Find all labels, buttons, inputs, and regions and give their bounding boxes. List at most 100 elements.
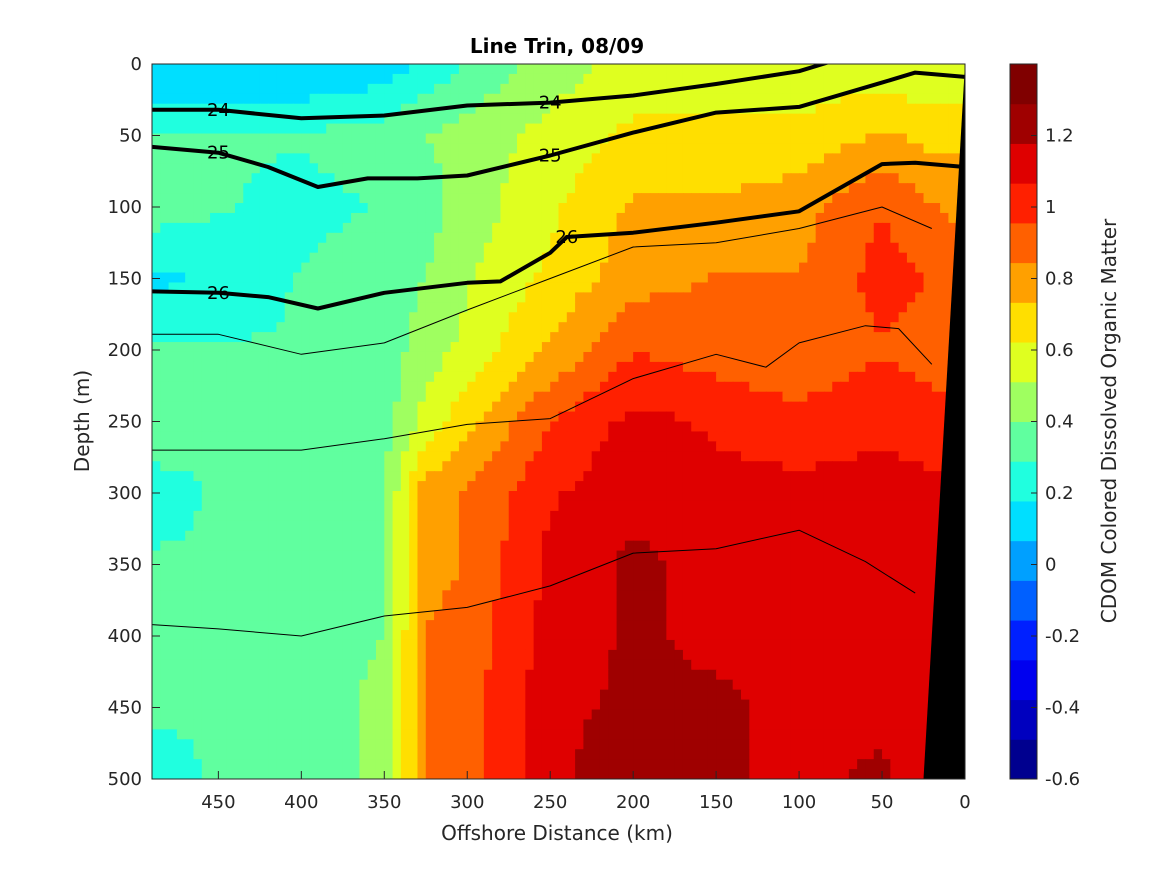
heatmap-cell (608, 64, 618, 75)
heatmap-cell (442, 371, 452, 383)
heatmap-cell (674, 530, 684, 542)
heatmap-cell (392, 491, 402, 502)
heatmap-cell (815, 530, 825, 542)
heatmap-cell (152, 441, 161, 452)
heatmap-cell (276, 123, 286, 135)
heatmap-cell (276, 401, 286, 413)
heatmap-cell (259, 471, 269, 482)
heatmap-cell (591, 491, 601, 502)
heatmap-cell (276, 381, 286, 393)
heatmap-cell (591, 401, 601, 413)
heatmap-cell (243, 520, 253, 532)
heatmap-cell (375, 212, 385, 224)
heatmap-cell (384, 113, 394, 125)
heatmap-cell (575, 322, 584, 333)
heatmap-cell (384, 421, 394, 433)
heatmap-cell (906, 421, 916, 433)
heatmap-cell (483, 510, 493, 522)
heatmap-cell (259, 173, 269, 184)
heatmap-cell (417, 153, 427, 164)
heatmap-cell (276, 431, 286, 442)
heatmap-cell (375, 183, 385, 194)
heatmap-cell (467, 500, 477, 512)
heatmap-cell (674, 73, 684, 85)
heatmap-cell (716, 491, 726, 502)
heatmap-cell (774, 212, 784, 224)
heatmap-cell (342, 381, 352, 393)
heatmap-cell (583, 123, 593, 135)
heatmap-cell (226, 381, 236, 393)
heatmap-cell (782, 262, 792, 274)
heatmap-cell (848, 500, 858, 512)
heatmap-cell (566, 292, 576, 303)
heatmap-cell (774, 342, 784, 353)
heatmap-cell (533, 441, 543, 452)
heatmap-cell (882, 173, 891, 184)
heatmap-cell (591, 381, 601, 393)
heatmap-cell (765, 451, 775, 462)
heatmap-cell (658, 232, 667, 244)
heatmap-cell (193, 242, 203, 254)
heatmap-cell (417, 491, 427, 502)
heatmap-cell (558, 222, 568, 234)
heatmap-cell (641, 371, 651, 383)
heatmap-cell (550, 491, 560, 502)
heatmap-cell (168, 550, 178, 562)
heatmap-cell (458, 143, 468, 154)
heatmap-cell (716, 83, 726, 95)
heatmap-cell (434, 193, 443, 204)
heatmap-cell (749, 510, 759, 522)
heatmap-cell (716, 342, 726, 353)
heatmap-cell (276, 222, 286, 234)
heatmap-cell (616, 73, 626, 85)
heatmap-cell (931, 500, 941, 512)
heatmap-cell (948, 73, 958, 85)
heatmap-cell (525, 133, 535, 145)
heatmap-cell (243, 272, 253, 284)
heatmap-cell (176, 242, 186, 254)
heatmap-cell (210, 212, 219, 224)
heatmap-cell (475, 183, 485, 194)
heatmap-cell (293, 550, 302, 562)
heatmap-cell (243, 173, 253, 184)
heatmap-cell (517, 64, 526, 75)
heatmap-cell (243, 183, 253, 194)
heatmap-cell (434, 83, 443, 95)
heatmap-cell (467, 262, 477, 274)
heatmap-cell (658, 411, 667, 423)
heatmap-cell (865, 64, 875, 75)
heatmap-cell (541, 173, 551, 184)
heatmap-cell (898, 262, 908, 274)
heatmap-cell (865, 133, 875, 145)
heatmap-cell (417, 520, 427, 532)
heatmap-cell (326, 163, 336, 174)
heatmap-cell (741, 143, 750, 154)
heatmap-cell (168, 173, 178, 184)
heatmap-cell (284, 272, 294, 284)
heatmap-cell (168, 163, 178, 174)
heatmap-cell (450, 292, 460, 303)
heatmap-cell (674, 123, 684, 135)
heatmap-cell (483, 500, 493, 512)
heatmap-cell (732, 510, 742, 522)
heatmap-cell (774, 530, 784, 542)
heatmap-cell (724, 461, 734, 472)
heatmap-cell (641, 391, 651, 403)
heatmap-cell (558, 262, 568, 274)
heatmap-cell (541, 262, 551, 274)
heatmap-cell (152, 64, 161, 75)
heatmap-cell (234, 421, 244, 433)
heatmap-cell (243, 540, 253, 552)
heatmap-cell (409, 302, 419, 313)
heatmap-cell (234, 550, 244, 562)
heatmap-cell (583, 421, 593, 433)
heatmap-cell (691, 322, 701, 333)
heatmap-cell (259, 103, 269, 115)
heatmap-cell (226, 481, 236, 492)
heatmap-cell (807, 401, 817, 413)
heatmap-cell (276, 322, 286, 333)
heatmap-cell (152, 491, 161, 502)
heatmap-cell (790, 193, 800, 204)
heatmap-cell (666, 272, 676, 284)
heatmap-cell (533, 222, 543, 234)
